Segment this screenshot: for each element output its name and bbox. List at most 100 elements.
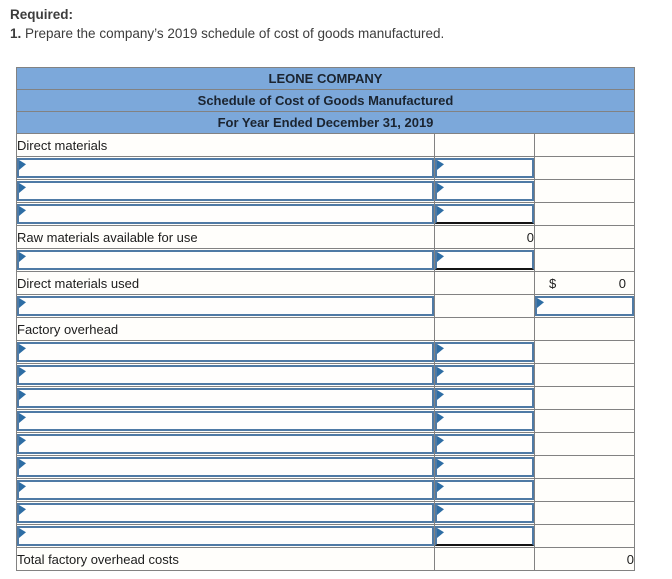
amount-input[interactable] xyxy=(435,503,534,523)
description-input[interactable] xyxy=(17,388,434,408)
instructions-block: Required: 1. Prepare the company’s 2019 … xyxy=(10,6,444,43)
description-cell xyxy=(16,179,435,203)
description-cell xyxy=(16,248,435,272)
table-subtitle-row: Schedule of Cost of Goods Manufactured xyxy=(16,89,635,112)
subtotal-row-direct-materials-used: Direct materials used $ 0 xyxy=(16,271,635,295)
description-input[interactable] xyxy=(17,411,434,431)
empty-cell xyxy=(434,294,535,318)
input-row xyxy=(16,340,635,364)
raw-materials-available-amount: 0 xyxy=(434,225,535,249)
description-cell xyxy=(16,501,435,525)
empty-cell xyxy=(534,386,635,410)
empty-cell xyxy=(434,133,535,157)
amount-input[interactable] xyxy=(435,457,534,477)
amount-input[interactable] xyxy=(435,204,534,224)
amount-cell xyxy=(434,478,535,502)
table-title-row: LEONE COMPANY xyxy=(16,67,635,90)
description-input[interactable] xyxy=(17,296,434,316)
amount-input[interactable] xyxy=(435,411,534,431)
description-cell xyxy=(16,455,435,479)
row-label-direct-materials: Direct materials xyxy=(16,133,435,157)
table-period-row: For Year Ended December 31, 2019 xyxy=(16,111,635,134)
total-factory-overhead-amount: 0 xyxy=(534,547,635,571)
empty-cell xyxy=(534,156,635,180)
amount-cell xyxy=(434,363,535,387)
description-input[interactable] xyxy=(17,181,434,201)
empty-cell xyxy=(534,409,635,433)
description-cell xyxy=(16,524,435,548)
empty-cell xyxy=(534,363,635,387)
amount-input[interactable] xyxy=(435,250,534,270)
amount-cell xyxy=(434,524,535,548)
direct-materials-used-total-cell: $ 0 xyxy=(534,271,635,295)
amount-input[interactable] xyxy=(435,526,534,546)
description-input[interactable] xyxy=(17,158,434,178)
amount-input[interactable] xyxy=(435,388,534,408)
company-name-header: LEONE COMPANY xyxy=(16,67,635,90)
period-header: For Year Ended December 31, 2019 xyxy=(16,111,635,134)
amount-input[interactable] xyxy=(435,342,534,362)
task-number: 1. xyxy=(10,26,22,41)
subtotal-row-raw-materials-available: Raw materials available for use 0 xyxy=(16,225,635,249)
description-cell xyxy=(16,156,435,180)
amount-input[interactable] xyxy=(435,365,534,385)
description-input[interactable] xyxy=(17,365,434,385)
empty-cell xyxy=(534,524,635,548)
amount-cell xyxy=(434,179,535,203)
empty-cell xyxy=(434,317,535,341)
amount-input[interactable] xyxy=(435,158,534,178)
input-row xyxy=(16,248,635,272)
direct-materials-used-amount: 0 xyxy=(618,275,626,291)
empty-cell xyxy=(534,455,635,479)
section-row-factory-overhead: Factory overhead xyxy=(16,317,635,341)
amount-input[interactable] xyxy=(535,296,634,316)
description-cell xyxy=(16,202,435,226)
empty-cell xyxy=(434,271,535,295)
amount-input[interactable] xyxy=(435,480,534,500)
task-item: 1. Prepare the company’s 2019 schedule o… xyxy=(10,25,444,43)
input-row xyxy=(16,478,635,502)
description-cell xyxy=(16,478,435,502)
row-label-factory-overhead: Factory overhead xyxy=(16,317,435,341)
description-input[interactable] xyxy=(17,503,434,523)
amount-input[interactable] xyxy=(435,434,534,454)
empty-cell xyxy=(534,340,635,364)
currency-symbol: $ xyxy=(549,275,557,291)
empty-cell xyxy=(534,225,635,249)
description-input[interactable] xyxy=(17,480,434,500)
input-row xyxy=(16,202,635,226)
task-text: Prepare the company’s 2019 schedule of c… xyxy=(21,26,445,41)
empty-cell xyxy=(534,248,635,272)
description-input[interactable] xyxy=(17,457,434,477)
row-label-raw-materials-available: Raw materials available for use xyxy=(16,225,435,249)
amount-cell xyxy=(434,202,535,226)
empty-cell xyxy=(534,317,635,341)
input-row xyxy=(16,455,635,479)
description-input[interactable] xyxy=(17,342,434,362)
amount-input[interactable] xyxy=(435,181,534,201)
input-row xyxy=(16,156,635,180)
description-input[interactable] xyxy=(17,434,434,454)
input-row xyxy=(16,501,635,525)
description-cell xyxy=(16,432,435,456)
empty-cell xyxy=(534,133,635,157)
amount-cell xyxy=(434,156,535,180)
amount-cell xyxy=(434,386,535,410)
empty-cell xyxy=(534,179,635,203)
empty-cell xyxy=(534,202,635,226)
amount-cell xyxy=(434,248,535,272)
empty-cell xyxy=(434,547,535,571)
empty-cell xyxy=(534,478,635,502)
empty-cell xyxy=(534,432,635,456)
input-row xyxy=(16,363,635,387)
amount-cell xyxy=(534,294,635,318)
schedule-name-header: Schedule of Cost of Goods Manufactured xyxy=(16,89,635,112)
description-input[interactable] xyxy=(17,526,434,546)
amount-cell xyxy=(434,409,535,433)
description-input[interactable] xyxy=(17,204,434,224)
description-input[interactable] xyxy=(17,250,434,270)
amount-cell xyxy=(434,455,535,479)
empty-cell xyxy=(534,501,635,525)
description-cell xyxy=(16,340,435,364)
row-label-direct-materials-used: Direct materials used xyxy=(16,271,435,295)
